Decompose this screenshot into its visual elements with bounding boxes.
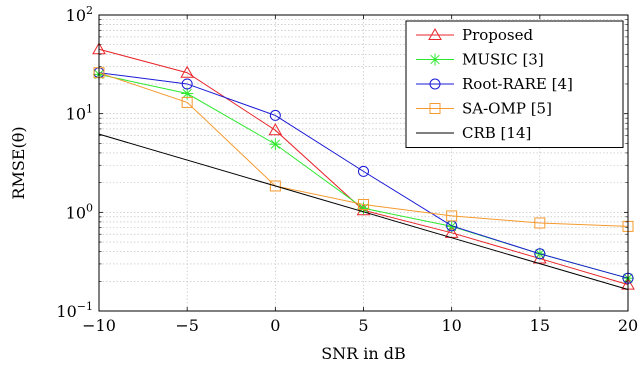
data-point-sa-omp-5 [181, 96, 193, 108]
data-point-sa-omp-5 [358, 199, 369, 211]
legend-marker-sa-omp-5 [429, 103, 441, 114]
x-tick-label: 5 [358, 316, 368, 335]
legend: Proposed MUSIC [3] Root-RARE [4] SA-OMP [5]… [405, 20, 624, 148]
series-line-root-rare-4 [98, 72, 629, 279]
data-point-proposed [268, 123, 283, 136]
legend-label-sa-omp-5: SA-OMP [5] [462, 100, 552, 118]
series-line-crb-14 [98, 133, 629, 291]
legend-marker-root-rare-4 [429, 78, 441, 90]
y-tick-label: 101 [66, 103, 93, 124]
axis-ticks: −10 −5 0 5 10 15 20 10−1 100 101 102 [56, 4, 638, 335]
legend-label-proposed: Proposed [462, 26, 534, 44]
data-point-sa-omp-5 [534, 217, 546, 229]
series-line-sa-omp-5 [98, 72, 629, 227]
x-tick-label: −10 [82, 316, 116, 335]
x-axis-title: SNR in dB [321, 344, 406, 363]
data-point-music-3 [181, 87, 194, 100]
x-tick-label: 10 [441, 316, 461, 335]
x-tick-label: −5 [175, 316, 199, 335]
legend-label-root-rare-4: Root-RARE [4] [462, 75, 573, 93]
data-point-music-3 [269, 138, 282, 151]
legend-label-crb-14: CRB [14] [462, 124, 531, 142]
legend-label-music-3: MUSIC [3] [462, 51, 544, 69]
x-tick-label: 15 [530, 316, 550, 335]
data-point-sa-omp-5 [269, 180, 281, 192]
legend-marker-music-3 [429, 53, 441, 66]
y-tick-label: 10−1 [56, 300, 93, 321]
data-point-root-rare-4 [358, 165, 369, 177]
data-point-proposed [180, 65, 195, 78]
data-point-sa-omp-5 [446, 210, 458, 222]
x-tick-label: 0 [270, 316, 280, 335]
x-tick-label: 20 [618, 316, 638, 335]
legend-marker-proposed [428, 27, 442, 40]
data-point-root-rare-4 [181, 78, 193, 90]
y-tick-label: 100 [66, 201, 93, 222]
y-axis-title: RMSE(θ) [9, 126, 28, 199]
data-point-root-rare-4 [269, 109, 281, 121]
y-tick-label: 102 [66, 4, 93, 25]
data-point-root-rare-4 [534, 248, 546, 260]
